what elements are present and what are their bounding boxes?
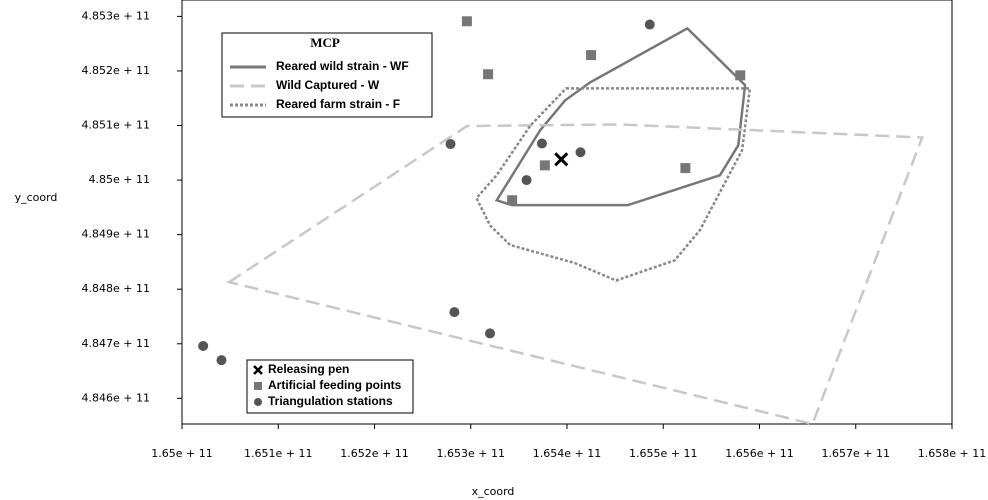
station-marker xyxy=(644,19,655,30)
mcp-polygon xyxy=(226,123,924,426)
mcp-polygon xyxy=(475,87,752,282)
x-tick-label: 1.65e + 11 xyxy=(151,447,212,460)
y-tick-label: 4.853e + 11 xyxy=(82,9,150,22)
legend-label: Wild Captured - W xyxy=(276,78,380,92)
station-marker xyxy=(485,328,495,339)
y-tick-label: 4.848e + 11 xyxy=(82,282,150,295)
station-marker xyxy=(449,307,460,318)
x-tick-label: 1.654e + 11 xyxy=(533,447,601,460)
y-tick-label: 4.846e + 11 xyxy=(82,391,150,404)
y-tick-label: 4.847e + 11 xyxy=(82,337,150,350)
feeding-point-marker xyxy=(483,69,494,80)
y-tick-label: 4.85e + 11 xyxy=(89,173,150,186)
y-axis-label: y_coord xyxy=(15,191,58,204)
x-tick-label: 1.655e + 11 xyxy=(629,447,697,460)
legend-marker xyxy=(253,365,263,375)
x-tick-label: 1.656e + 11 xyxy=(725,447,793,460)
station-marker xyxy=(198,340,209,351)
legend-marker xyxy=(254,382,262,390)
station-marker xyxy=(575,147,586,158)
x-axis-label: x_coord xyxy=(472,485,515,498)
feeding-point-marker xyxy=(735,70,746,81)
legend-label: Reared wild strain - WF xyxy=(276,59,409,73)
feeding-point-marker xyxy=(507,195,518,206)
mcp-legend-title: MCP xyxy=(310,35,340,50)
station-marker xyxy=(536,138,547,149)
station-marker xyxy=(521,175,532,186)
y-tick-label: 4.849e + 11 xyxy=(82,228,150,241)
y-tick-label: 4.851e + 11 xyxy=(82,119,150,132)
x-tick-label: 1.652e + 11 xyxy=(340,447,408,460)
x-tick-label: 1.657e + 11 xyxy=(822,447,890,460)
legend-label: Releasing pen xyxy=(268,362,349,376)
legend-label: Artificial feeding points xyxy=(268,378,402,392)
x-tick-label: 1.651e + 11 xyxy=(244,447,312,460)
legend-marker xyxy=(254,398,262,406)
mcp-polygon xyxy=(494,26,747,207)
mcp-legend-box xyxy=(221,32,433,118)
legend-label: Reared farm strain - F xyxy=(276,97,400,111)
x-tick-label: 1.658e + 11 xyxy=(918,447,986,460)
station-marker xyxy=(445,139,456,150)
legend-label: Triangulation stations xyxy=(268,394,393,408)
releasing-pen-marker xyxy=(554,152,569,167)
feeding-point-marker xyxy=(680,163,691,174)
station-marker xyxy=(216,355,227,366)
feeding-point-marker xyxy=(539,160,550,171)
feeding-point-marker xyxy=(461,16,472,27)
x-tick-label: 1.653e + 11 xyxy=(437,447,505,460)
points-legend-box xyxy=(246,359,414,414)
feeding-point-marker xyxy=(586,50,597,61)
y-tick-label: 4.852e + 11 xyxy=(82,64,150,77)
